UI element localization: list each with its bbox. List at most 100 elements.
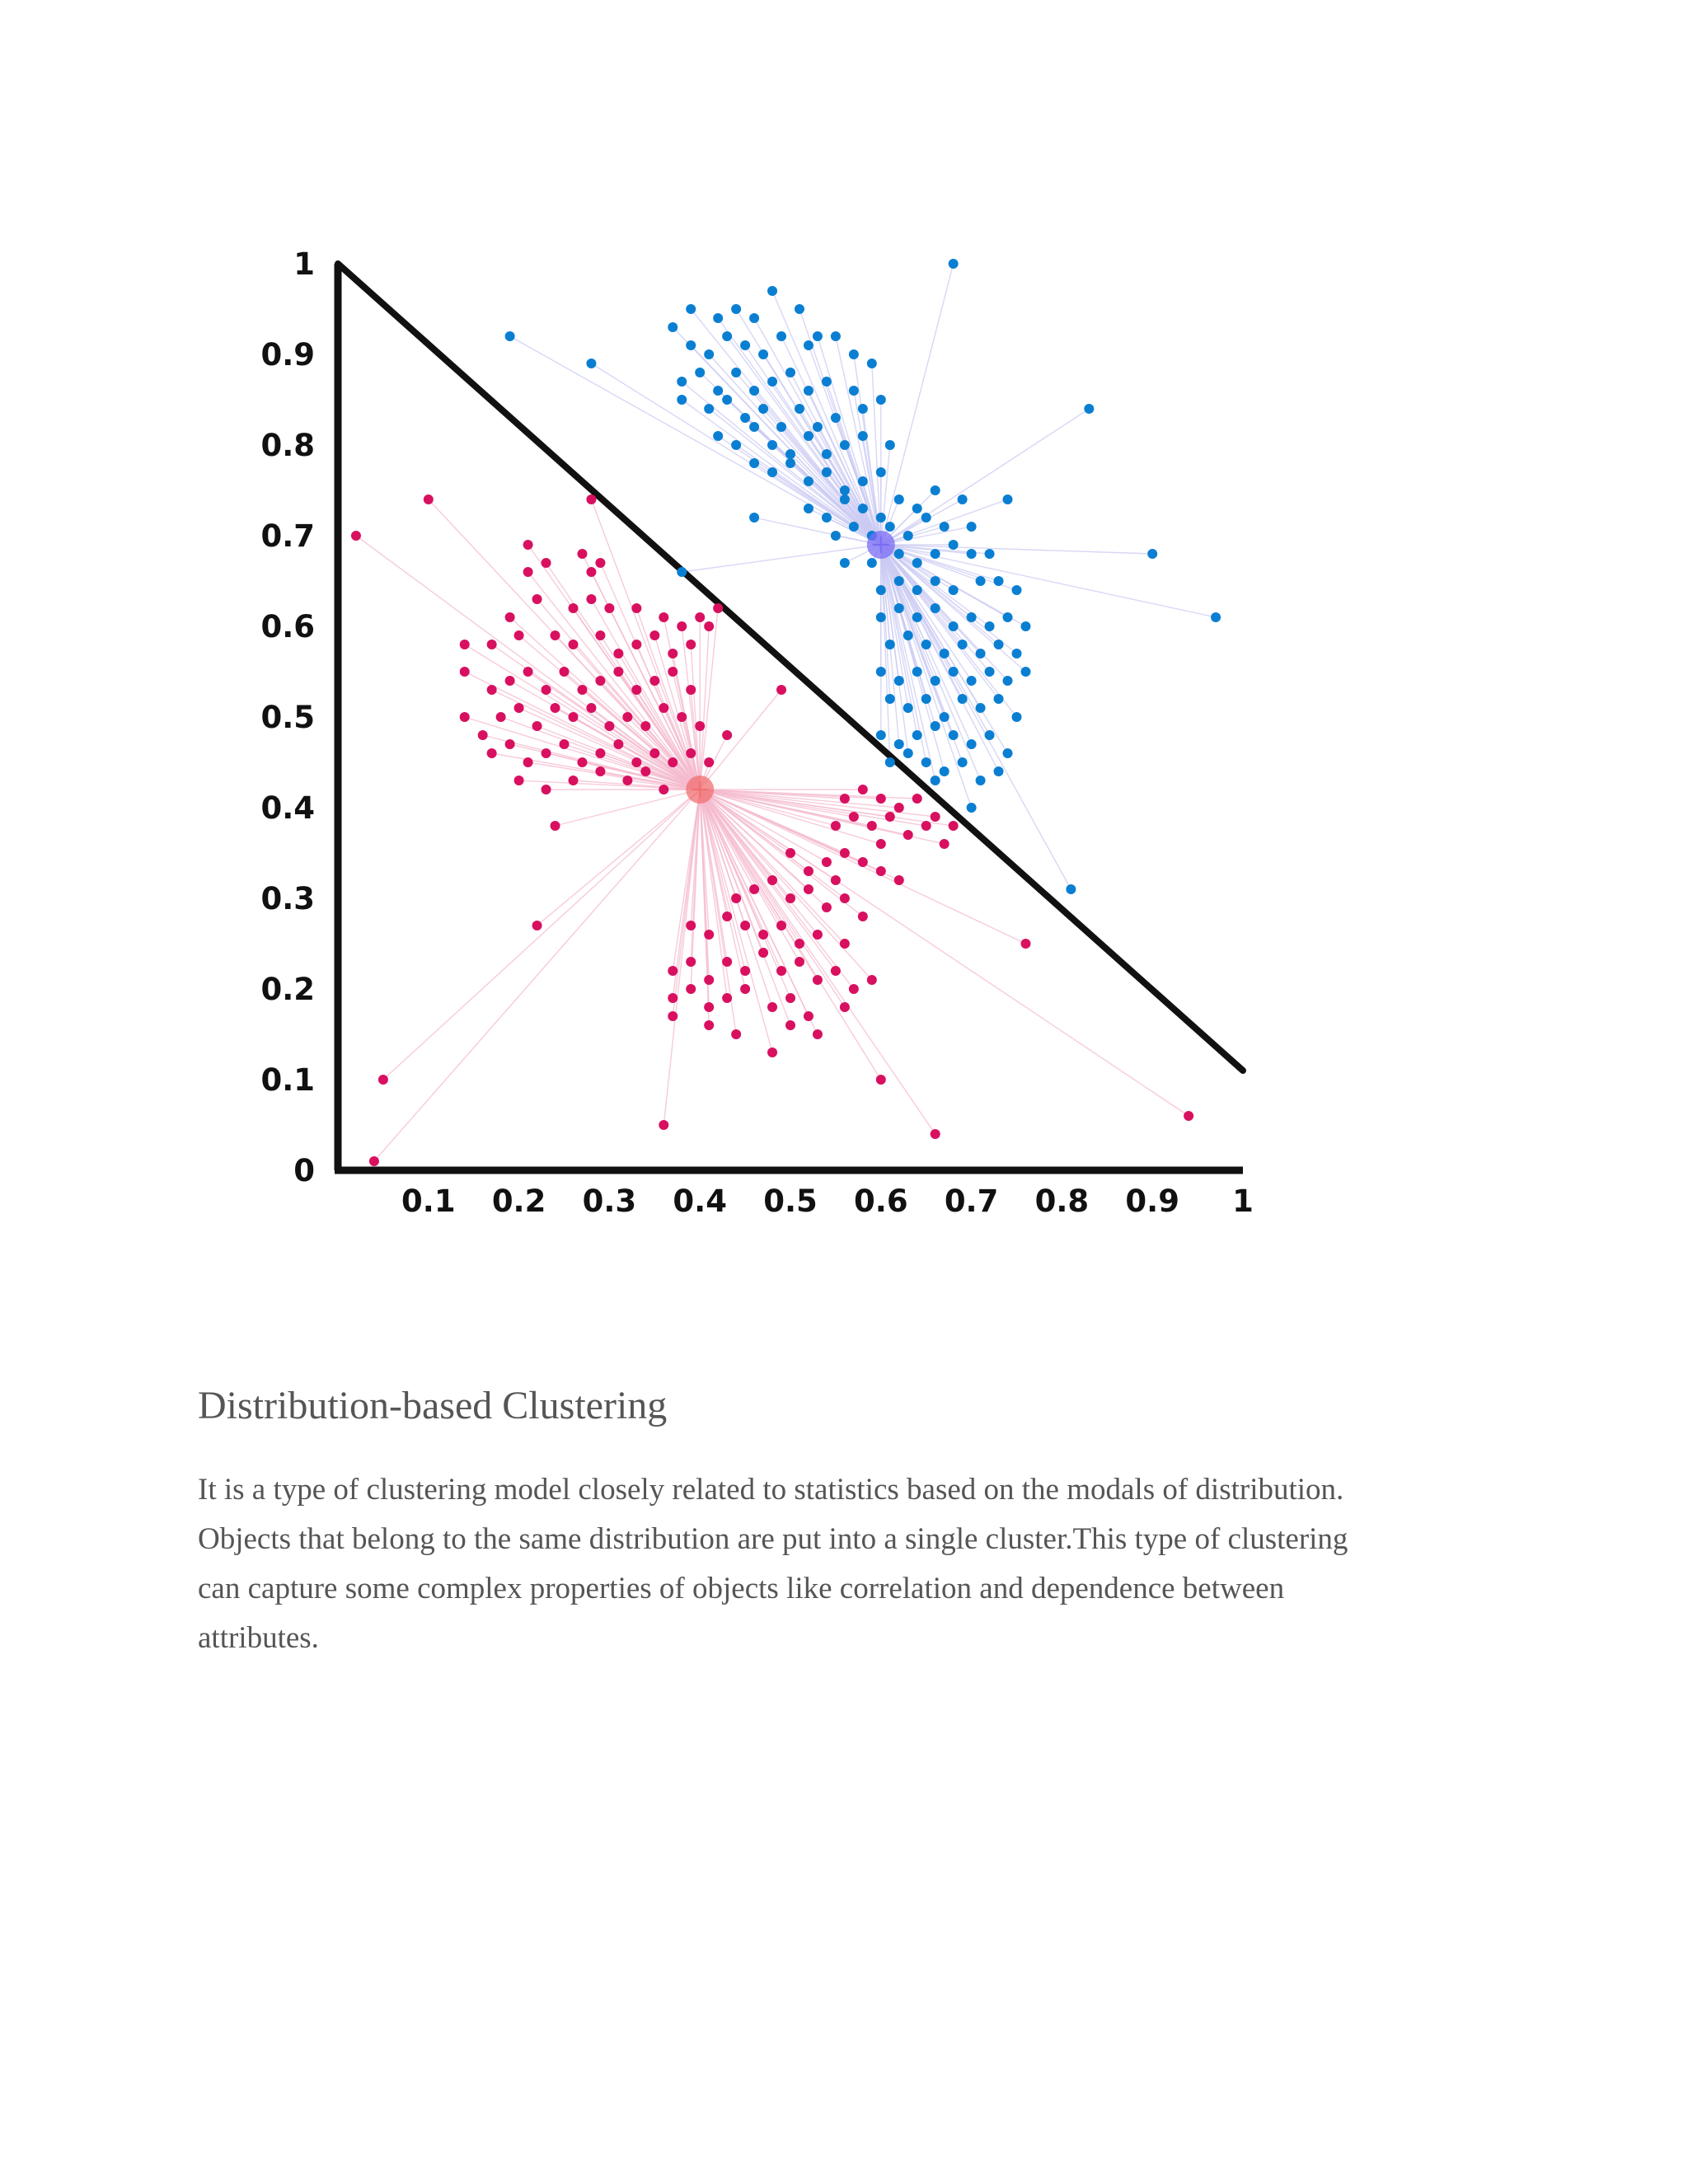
centroid-link-line [509,335,882,546]
data-point [794,404,804,414]
data-point [884,522,895,532]
data-point [912,558,922,568]
centroid-link-line [599,680,701,790]
data-point [857,857,868,867]
data-point [875,585,886,595]
data-point [686,640,696,649]
data-point [767,1002,778,1012]
data-point [749,313,760,323]
data-point [722,912,733,921]
data-point [884,440,895,450]
data-point [839,440,850,450]
data-point [803,431,814,441]
centroid-link-line [573,780,701,790]
data-point [577,549,588,559]
data-point [1084,404,1095,414]
centroid-link-line [826,381,882,546]
data-point [1066,884,1076,894]
data-point [704,1002,715,1012]
data-point [631,757,642,767]
data-point [504,676,515,686]
data-point [921,694,931,704]
data-point [839,494,850,504]
data-point [486,640,497,649]
data-point [975,703,986,713]
data-point [893,603,904,613]
data-point [613,649,624,658]
centroid-link-line [635,689,701,790]
data-point [875,395,886,405]
data-point [695,721,706,731]
data-point [875,513,886,523]
x-tick-label: 1 [1232,1183,1254,1219]
data-point [550,703,560,713]
y-tick-label: 0.6 [260,609,315,644]
data-point [812,331,823,341]
tick-labels: 0.1 0.2 0.3 0.4 0.5 0.6 0.7 0.8 0.9 1 0 0.1 0.2 0.3 0.… [260,246,1253,1219]
centroid-link-line [880,263,954,546]
centroid-link-line [699,789,837,881]
x-tick-label: 0.8 [1035,1183,1090,1219]
data-point [767,286,778,296]
data-point [1002,748,1013,758]
data-point [948,667,959,677]
data-point [930,1129,940,1139]
data-point [350,531,361,541]
centroid-link-line [880,544,909,754]
section-body: It is a type of clustering model closely… [198,1465,1500,1663]
centroid-link-line [699,789,818,1035]
data-point [812,422,823,432]
data-point [948,585,959,595]
data-point [722,957,733,967]
centroid-link-line [699,789,800,963]
data-point [695,612,706,622]
data-point [541,558,551,568]
scatter-chart: 0.1 0.2 0.3 0.4 0.5 0.6 0.7 0.8 0.9 1 0 0.1 0.2 0.3 0.… [260,246,1253,1219]
centroid-link-line [880,544,1017,654]
centroid-link-line [699,789,746,990]
x-tick-label: 0.6 [854,1183,908,1219]
centroid-link-line [699,789,791,999]
x-tick-label: 0.4 [673,1183,727,1219]
data-point [821,467,832,477]
x-tick-label: 0.7 [945,1183,999,1219]
data-point [568,640,579,649]
data-point [875,866,886,876]
data-point [532,594,542,604]
data-point [686,685,696,695]
data-point [785,449,795,459]
data-point [1011,649,1022,658]
data-point [857,504,868,513]
data-point [821,902,832,912]
data-point [722,730,733,740]
data-point [1020,621,1031,631]
data-point [839,558,850,568]
data-point [848,812,859,822]
data-point [1020,667,1031,677]
data-point [957,640,968,649]
data-point [848,984,859,994]
data-point [586,359,597,368]
data-point [930,549,940,559]
data-point [1002,494,1013,504]
centroid-link-line [699,789,818,935]
data-point [884,812,895,822]
data-point [803,476,814,486]
data-point [912,667,922,677]
data-point [604,603,615,613]
data-point [785,458,795,468]
data-point [758,948,769,958]
centroid-link-line [382,789,701,1080]
data-point [794,957,804,967]
data-point [912,585,922,595]
data-point [586,594,597,604]
y-tick-label: 0.7 [260,518,315,554]
centroid-link-line [880,408,1090,546]
data-point [686,340,696,350]
data-point [803,386,814,396]
centroid-link-line [672,653,701,790]
data-point [993,640,1004,649]
data-point [1184,1111,1194,1121]
centroid-link-line [771,290,882,546]
centroid-link-line [528,571,701,790]
